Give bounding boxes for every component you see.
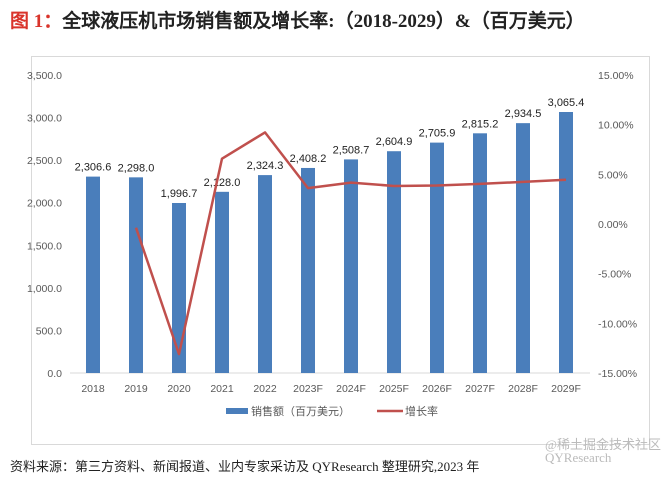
legend-bar-swatch xyxy=(226,408,248,414)
left-axis-tick: 1,500.0 xyxy=(27,240,62,252)
left-axis-tick: 0.0 xyxy=(47,368,62,380)
right-axis-tick: 0.00% xyxy=(598,219,628,231)
title-text: 全球液压机市场销售额及增长率:（2018-2029）&（百万美元） xyxy=(62,11,585,32)
bar xyxy=(301,167,315,373)
bar xyxy=(215,191,229,373)
left-axis-tick: 2,500.0 xyxy=(27,155,62,167)
bar-data-label: 2,508.7 xyxy=(333,144,370,156)
x-axis-tick: 2027F xyxy=(465,383,495,395)
x-axis-tick: 2018 xyxy=(81,383,105,395)
bar xyxy=(172,202,186,373)
bar-data-label: 3,065.4 xyxy=(548,97,585,109)
bar-data-label: 1,996.7 xyxy=(161,188,198,200)
x-axis-tick: 2020 xyxy=(167,383,191,395)
x-axis-tick: 2025F xyxy=(379,383,409,395)
figure-number: 图 1： xyxy=(10,11,63,32)
left-axis-tick: 1,000.0 xyxy=(27,283,62,295)
bar xyxy=(344,159,358,373)
left-axis-tick: 3,500.0 xyxy=(27,70,62,82)
bar-data-label: 2,815.2 xyxy=(462,118,499,130)
bar-data-label: 2,705.9 xyxy=(419,128,456,140)
chart-frame xyxy=(31,56,650,445)
bar-data-label: 2,324.3 xyxy=(247,160,284,172)
bar-data-label: 2,604.9 xyxy=(376,136,413,148)
bar-data-label: 2,408.2 xyxy=(290,153,327,165)
x-axis-tick: 2028F xyxy=(508,383,538,395)
bar-data-label: 2,298.0 xyxy=(118,162,155,174)
chart-title: 图 1：全球液压机市场销售额及增长率:（2018-2029）&（百万美元） xyxy=(10,6,585,33)
legend-bar-label: 销售额（百万美元） xyxy=(251,404,350,418)
right-axis-tick: 5.00% xyxy=(598,169,628,181)
right-axis-tick: 15.00% xyxy=(598,70,634,82)
right-axis-tick: 10.00% xyxy=(598,120,634,132)
x-axis-tick: 2023F xyxy=(293,383,323,395)
growth-rate-line xyxy=(134,131,567,356)
x-axis-tick: 2022 xyxy=(253,383,277,395)
bar-data-label: 2,128.0 xyxy=(204,177,241,189)
right-axis-tick: -10.00% xyxy=(598,318,637,330)
bar xyxy=(387,151,401,373)
bar-data-label: 2,934.5 xyxy=(505,108,542,120)
left-axis-tick: 500.0 xyxy=(36,325,62,337)
x-axis-tick: 2019 xyxy=(124,383,148,395)
bar xyxy=(86,176,100,373)
x-axis-tick: 2029F xyxy=(551,383,581,395)
left-axis-tick: 3,000.0 xyxy=(27,113,62,125)
bar xyxy=(473,133,487,373)
left-axis-tick: 2,000.0 xyxy=(27,198,62,210)
x-axis-tick: 2021 xyxy=(210,383,234,395)
bar xyxy=(516,123,530,373)
watermark: @稀土掘金技术社区 QYResearch xyxy=(545,437,661,465)
right-axis-tick: -15.00% xyxy=(598,368,637,380)
bar xyxy=(430,142,444,373)
bar xyxy=(258,175,272,373)
bar xyxy=(129,177,143,373)
bar-data-label: 2,306.6 xyxy=(75,162,112,174)
bar xyxy=(559,112,573,373)
x-axis-tick: 2024F xyxy=(336,383,366,395)
source-note: 资料来源：第三方资料、新闻报道、业内专家采访及 QYResearch 整理研究,… xyxy=(10,459,480,474)
right-axis-tick: -5.00% xyxy=(598,269,631,281)
x-axis-tick: 2026F xyxy=(422,383,452,395)
legend-line-label: 增长率 xyxy=(405,404,438,418)
